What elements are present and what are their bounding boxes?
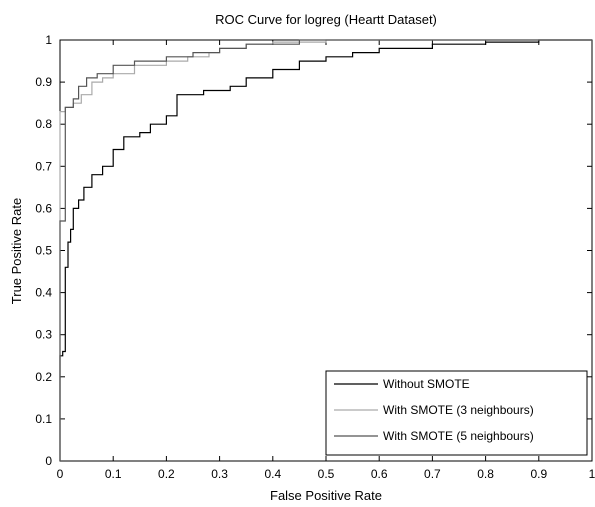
y-tick-label: 0.5 (35, 244, 52, 258)
x-tick-label: 0.5 (318, 467, 335, 481)
x-tick-label: 0.9 (530, 467, 547, 481)
x-axis-label: False Positive Rate (270, 488, 382, 503)
legend-box (325, 370, 588, 456)
series-line-1 (59, 39, 592, 461)
y-tick-label: 0.7 (35, 159, 52, 173)
x-tick-label: 0 (57, 467, 64, 481)
series-line-3 (59, 39, 592, 461)
legend-label-1: Without SMOTE (383, 377, 470, 391)
y-tick-label: 0.4 (35, 286, 52, 300)
x-tick-label: 0.1 (105, 467, 122, 481)
y-tick-label: 0.6 (35, 201, 52, 215)
legend-label-3: With SMOTE (5 neighbours) (383, 429, 534, 443)
y-tick-label: 0.3 (35, 328, 52, 342)
legend-label-2: With SMOTE (3 neighbours) (383, 403, 534, 417)
x-tick-label: 0.6 (371, 467, 388, 481)
y-tick-label: 0.9 (35, 75, 52, 89)
x-tick-label: 0.4 (264, 467, 281, 481)
y-tick-label: 1 (45, 33, 52, 47)
x-tick-label: 0.7 (424, 467, 441, 481)
chart-title: ROC Curve for logreg (Heartt Dataset) (215, 12, 437, 27)
y-tick-label: 0.8 (35, 117, 52, 131)
x-tick-label: 0.2 (158, 467, 175, 481)
x-tick-label: 0.3 (211, 467, 228, 481)
y-tick-label: 0.2 (35, 370, 52, 384)
x-tick-label: 1 (589, 467, 595, 481)
y-axis-label: True Positive Rate (9, 198, 24, 304)
y-tick-label: 0 (45, 454, 52, 468)
plot-area: 0 0.1 0.2 0.3 0.4 0.5 0.6 0.7 0.8 0.9 1 0 0.1 0.2 0.3 0… (35, 33, 595, 481)
y-tick-label: 0.1 (35, 412, 52, 426)
x-tick-label: 0.8 (477, 467, 494, 481)
